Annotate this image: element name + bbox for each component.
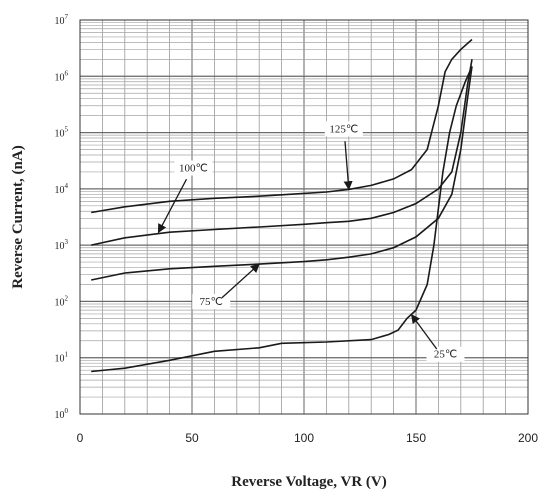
y-tick-label: 104 (55, 182, 69, 196)
annotations: 125℃ 100℃ 75℃ 25℃ (157, 121, 465, 362)
series-line-125c (91, 38, 473, 214)
x-tick-label: 200 (518, 431, 538, 445)
plot-frame (79, 19, 529, 415)
x-axis-title: Reverse Voltage, VR (V) (231, 474, 387, 490)
y-tick-label: 102 (55, 294, 69, 308)
series (91, 38, 473, 373)
y-tick-label: 106 (55, 69, 69, 83)
annotation-label-100c: 100℃ (179, 162, 208, 174)
annotation-arrow-75c (221, 263, 260, 299)
y-tick-label: 101 (55, 351, 69, 365)
annotation-bg-125c (324, 121, 363, 137)
annotation-arrow-25c (410, 314, 438, 350)
y-tick-label: 107 (55, 13, 69, 27)
x-tick-label: 50 (185, 431, 199, 445)
x-tick-label: 150 (406, 431, 426, 445)
series-line-75c (91, 66, 473, 281)
annotation-label-25c: 25℃ (434, 349, 457, 361)
y-tick-label: 105 (55, 126, 69, 140)
series-line-25c (91, 66, 473, 373)
annotation-bg-75c (192, 294, 231, 310)
y-axis-title: Reverse Current, (nA) (10, 145, 26, 288)
y-tick-label: 103 (55, 238, 69, 252)
annotation-arrow-125c (343, 141, 353, 191)
y-tick-label: 100 (55, 407, 69, 421)
annotation-label-125c: 125℃ (329, 123, 358, 135)
grid (79, 19, 529, 415)
annotation-bg-100c (174, 160, 213, 176)
annotation-bg-25c (426, 346, 465, 362)
annotation-label-75c: 75℃ (200, 296, 223, 308)
tick-labels: 0 50 100 150 200 100 101 102 103 104 105 106 107 (55, 13, 539, 445)
series-line-100c (91, 59, 473, 246)
x-tick-label: 0 (77, 431, 84, 445)
annotation-arrow-100c (157, 178, 188, 234)
x-tick-label: 100 (294, 431, 314, 445)
